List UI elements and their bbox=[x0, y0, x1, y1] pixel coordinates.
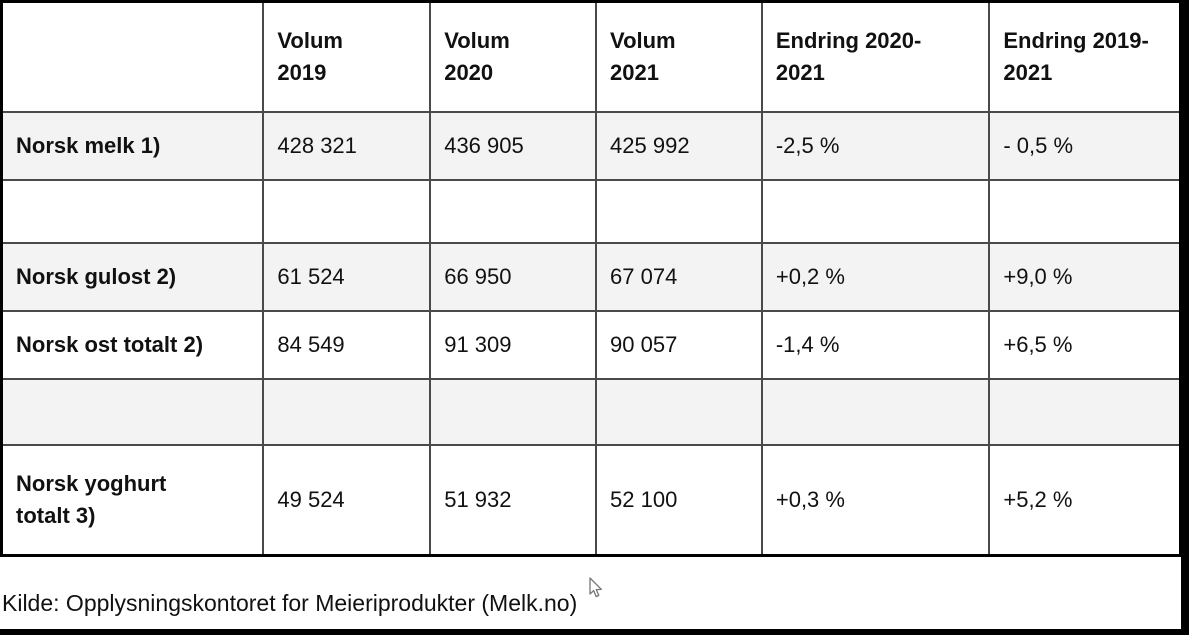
row-label-cell bbox=[0, 377, 265, 446]
data-cell: 66 950 bbox=[429, 241, 598, 312]
data-cell: 91 309 bbox=[429, 309, 598, 380]
data-cell bbox=[429, 178, 598, 244]
row-label-cell bbox=[0, 178, 265, 244]
table-row: Norsk yoghurt totalt 3) 49 524 51 932 52 10… bbox=[0, 443, 1182, 557]
column-header: Endring 2020- 2021 bbox=[760, 0, 991, 113]
table-row bbox=[0, 178, 1182, 244]
data-cell: 52 100 bbox=[595, 443, 763, 557]
screen-edge-bottom-bar bbox=[0, 629, 1189, 635]
data-cell: -2,5 % bbox=[760, 110, 991, 181]
table-row: Norsk gulost 2) 61 524 66 950 67 074 +0,2 % +… bbox=[0, 241, 1182, 312]
row-label-cell: Norsk melk 1) bbox=[0, 110, 265, 181]
table-row: Norsk ost totalt 2) 84 549 91 309 90 057 -1,… bbox=[0, 309, 1182, 380]
data-cell bbox=[595, 178, 763, 244]
data-cell bbox=[760, 377, 991, 446]
column-header: Volum 2019 bbox=[262, 0, 432, 113]
data-cell bbox=[262, 178, 432, 244]
data-cell: 90 057 bbox=[595, 309, 763, 380]
data-cell: 67 074 bbox=[595, 241, 763, 312]
data-cell: -1,4 % bbox=[760, 309, 991, 380]
data-cell bbox=[262, 377, 432, 446]
volume-table: Volum 2019 Volum 2020 Volum 2021 Endring 20… bbox=[0, 0, 1182, 557]
column-header: Volum 2020 bbox=[429, 0, 598, 113]
row-label-cell: Norsk yoghurt totalt 3) bbox=[0, 443, 265, 557]
header-row: Volum 2019 Volum 2020 Volum 2021 Endring 20… bbox=[0, 0, 1182, 113]
row-label-cell: Norsk gulost 2) bbox=[0, 241, 265, 312]
data-cell: 51 932 bbox=[429, 443, 598, 557]
table-row: Norsk melk 1) 428 321 436 905 425 992 -2,5 %… bbox=[0, 110, 1182, 181]
data-cell: 436 905 bbox=[429, 110, 598, 181]
data-cell: +6,5 % bbox=[988, 309, 1182, 380]
source-citation: Kilde: Opplysningskontoret for Meieripro… bbox=[2, 590, 578, 616]
data-cell: 61 524 bbox=[262, 241, 432, 312]
table-body: Norsk melk 1) 428 321 436 905 425 992 -2,5 %… bbox=[0, 110, 1182, 557]
data-cell bbox=[595, 377, 763, 446]
column-header: Volum 2021 bbox=[595, 0, 763, 113]
data-cell: +0,2 % bbox=[760, 241, 991, 312]
data-cell: +9,0 % bbox=[988, 241, 1182, 312]
data-cell: - 0,5 % bbox=[988, 110, 1182, 181]
data-cell bbox=[760, 178, 991, 244]
column-header: Endring 2019- 2021 bbox=[988, 0, 1182, 113]
table-row bbox=[0, 377, 1182, 446]
corner-header-cell bbox=[0, 0, 265, 113]
mouse-cursor-icon bbox=[589, 577, 603, 598]
data-cell: +5,2 % bbox=[988, 443, 1182, 557]
row-label-cell: Norsk ost totalt 2) bbox=[0, 309, 265, 380]
data-cell: +0,3 % bbox=[760, 443, 991, 557]
data-cell: 49 524 bbox=[262, 443, 432, 557]
data-cell bbox=[988, 377, 1182, 446]
data-cell bbox=[988, 178, 1182, 244]
data-cell: 428 321 bbox=[262, 110, 432, 181]
data-cell: 84 549 bbox=[262, 309, 432, 380]
data-cell: 425 992 bbox=[595, 110, 763, 181]
screen-edge-right-bar bbox=[1181, 0, 1189, 635]
data-cell bbox=[429, 377, 598, 446]
